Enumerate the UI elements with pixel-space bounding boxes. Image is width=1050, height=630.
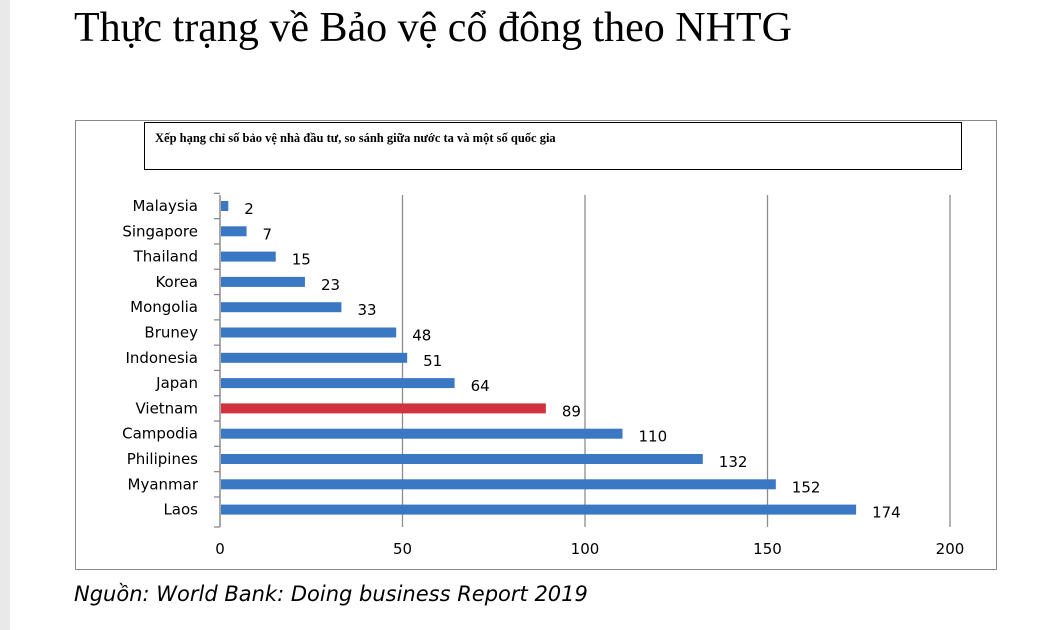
bar-korea: [221, 276, 305, 287]
value-label: 2: [244, 200, 254, 218]
bar-malaysia: [221, 201, 229, 211]
value-label: 48: [412, 327, 431, 345]
window-edge: [0, 0, 10, 630]
bar-japan: [221, 378, 455, 389]
category-label: Mongolia: [130, 298, 198, 316]
category-label: Korea: [155, 273, 198, 291]
slide-title: Thực trạng về Bảo vệ cổ đông theo NHTG: [74, 5, 792, 51]
bar-vietnam: [221, 403, 546, 414]
category-label: Indonesia: [125, 349, 198, 367]
source-note: Nguồn: World Bank: Doing business Report…: [74, 582, 588, 606]
chart-frame: [75, 120, 997, 570]
category-label: Singapore: [122, 222, 198, 240]
x-tick-label: 100: [571, 540, 600, 558]
value-label: 23: [321, 276, 340, 294]
category-label: Thailand: [133, 248, 198, 266]
bar-mongolia: [221, 302, 342, 313]
category-label: Bruney: [144, 324, 198, 342]
x-tick-label: 0: [215, 540, 225, 558]
value-label: 33: [357, 301, 376, 319]
x-tick-label: 50: [393, 540, 412, 558]
bar-campodia: [221, 428, 623, 439]
x-tick-label: 200: [936, 540, 965, 558]
value-label: 64: [471, 377, 490, 395]
value-label: 132: [719, 453, 748, 471]
category-label: Malaysia: [132, 197, 198, 215]
value-label: 51: [423, 352, 442, 370]
category-label: Vietnam: [135, 399, 198, 417]
category-label: Japan: [155, 374, 198, 392]
bar-myanmar: [221, 479, 776, 490]
value-label: 110: [639, 428, 668, 446]
bar-indonesia: [221, 352, 408, 363]
bar-laos: [221, 504, 857, 515]
x-tick-label: 150: [753, 540, 782, 558]
bar-thailand: [221, 251, 276, 262]
value-label: 7: [263, 225, 273, 243]
bar-singapore: [221, 226, 247, 237]
category-label: Myanmar: [128, 475, 199, 493]
chart-title: Xếp hạng chỉ số bảo vệ nhà đầu tư, so sá…: [155, 131, 556, 145]
value-label: 89: [562, 402, 581, 420]
value-label: 152: [792, 478, 821, 496]
bar-philipines: [221, 454, 703, 464]
value-label: 174: [872, 504, 901, 522]
category-label: Campodia: [122, 425, 198, 443]
bar-bruney: [221, 327, 397, 338]
value-label: 15: [292, 251, 311, 269]
category-label: Laos: [163, 501, 198, 519]
category-label: Philipines: [127, 450, 198, 468]
chart-title-box: Xếp hạng chỉ số bảo vệ nhà đầu tư, so sá…: [144, 122, 962, 170]
